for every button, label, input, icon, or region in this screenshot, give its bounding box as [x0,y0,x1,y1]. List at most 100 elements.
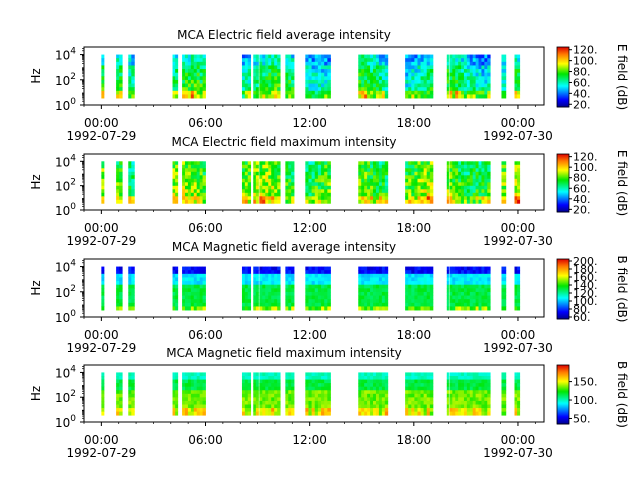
heat-cell [202,383,206,388]
heat-cell [321,284,325,289]
heat-cell [311,196,316,201]
heat-cell [408,266,412,271]
heat-cell [429,284,434,289]
heat-cell [305,182,309,187]
heat-cell [381,295,386,300]
heat-cell [291,376,295,380]
heat-cell [308,164,313,169]
heat-cell [417,72,421,77]
heat-cell [478,171,482,176]
heat-cell [463,270,468,275]
heat-cell [517,72,521,77]
heat-cell [381,270,386,275]
heat-cell [446,306,449,311]
colorbar-swatch [557,309,569,311]
heat-cell [420,393,425,398]
heat-cell [408,54,412,59]
heat-cell [271,270,275,275]
heat-cell [472,189,477,194]
heat-cell [253,61,257,66]
heat-cell [452,306,456,311]
heat-cell [469,61,474,66]
heat-cell [514,69,518,74]
heat-cell [472,288,477,293]
heat-cell [255,288,259,293]
heat-cell [481,270,485,275]
heat-cell [517,185,521,190]
heat-cell [420,277,425,282]
heat-cell [373,302,377,307]
heat-cell [481,281,485,286]
heat-cell [202,288,206,293]
heat-cell [314,306,319,311]
heat-cell [193,288,198,293]
heat-cell [487,404,491,409]
heat-cell [317,281,322,286]
heat-cell [190,393,195,398]
spectrogram [101,372,521,416]
colorbar-swatch [557,415,569,417]
colorbar-tick-label: 50. [573,412,591,425]
heat-cell [517,306,521,311]
heat-cell [517,273,521,278]
heat-cell [361,372,365,377]
heat-cell [274,161,278,166]
heat-cell [373,72,377,77]
heat-cell [405,400,409,405]
heat-cell [259,72,263,77]
heat-cell [423,171,428,176]
heat-cell [423,400,428,405]
heat-cell [484,288,488,293]
heat-cell [463,164,468,169]
heat-cell [381,182,386,187]
colorbar-swatch [557,80,569,82]
heat-cell [193,376,198,380]
heat-cell [405,299,409,304]
heat-cell [449,376,453,380]
heat-cell [288,87,292,92]
heat-cell [375,372,380,377]
heat-cell [244,164,249,169]
heat-cell [481,400,485,405]
heat-cell [241,171,246,176]
x-date-label: 1992-07-30 [483,234,553,248]
heat-cell [265,76,269,81]
heat-cell [484,299,488,304]
heat-cell [253,58,257,63]
heat-cell [469,72,474,77]
heat-cell [131,284,135,289]
y-tick-label: 102 [55,178,76,194]
heat-cell [420,379,425,384]
heat-cell [378,171,383,176]
colorbar-tick-label: 60. [573,311,591,324]
heat-cell [196,295,201,300]
heat-cell [458,61,462,66]
x-tick-label: 00:00 [501,221,536,235]
heat-cell [262,175,266,180]
heat-cell [321,408,325,413]
colorbar-swatch [557,65,569,67]
heat-cell [119,192,123,197]
heat-cell [364,69,368,74]
colorbar-swatch [557,298,569,300]
heat-cell [185,189,189,194]
heat-cell [262,185,266,190]
heat-cell [193,168,198,173]
heat-cell [314,164,319,169]
heat-cell [384,189,389,194]
heat-cell [514,372,518,377]
heat-cell [324,379,328,384]
heat-cell [475,61,479,66]
heat-cell [472,58,477,63]
heat-cell [265,390,269,395]
heat-cell [268,65,272,70]
heat-cell [324,182,328,187]
heat-cell [311,69,316,74]
heat-cell [446,199,449,204]
heat-cell [291,161,295,166]
heat-cell [101,288,105,293]
colorbar-frame [556,153,570,213]
colorbar-swatch [557,262,569,264]
heat-cell [259,397,263,402]
heat-cell [255,72,259,77]
